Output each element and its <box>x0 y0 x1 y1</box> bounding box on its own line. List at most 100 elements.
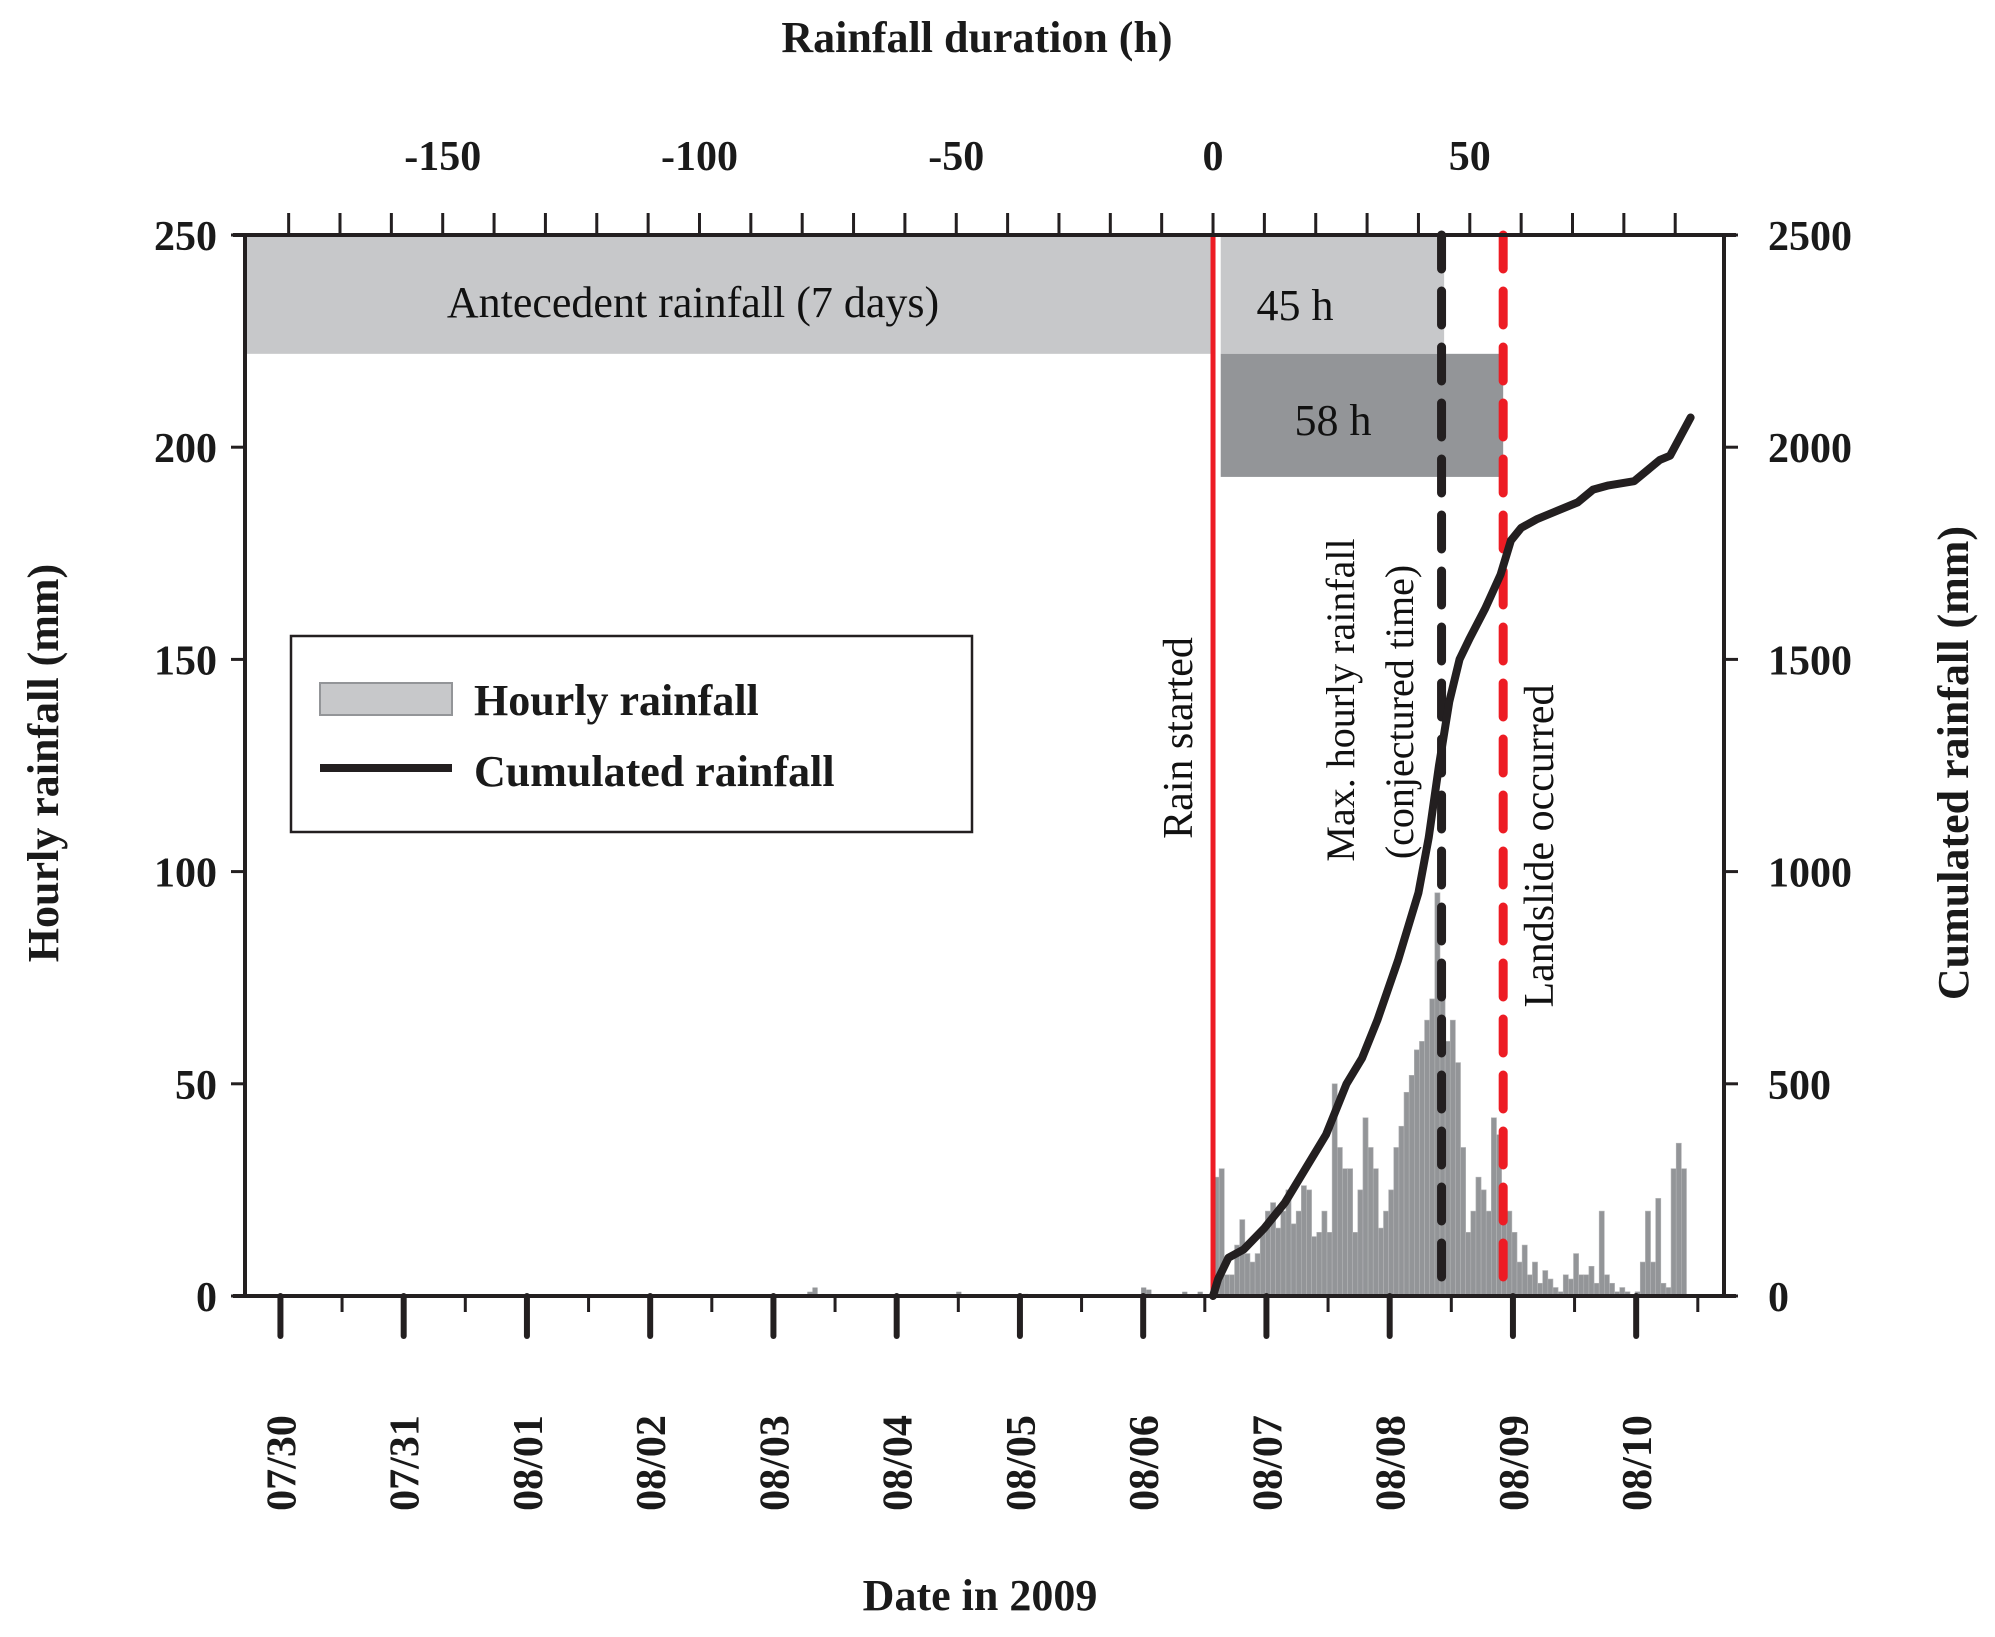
hourly-bar <box>1562 1274 1569 1297</box>
hourly-bar <box>1639 1261 1646 1297</box>
antecedent-label: Antecedent rainfall (7 days) <box>447 278 939 327</box>
date-tick-label: 08/05 <box>999 1415 1045 1511</box>
hourly-bar <box>1336 1147 1343 1297</box>
top-axis-title: Rainfall duration (h) <box>781 13 1172 62</box>
date-tick-label: 08/06 <box>1122 1415 1168 1511</box>
legend-bar-swatch <box>319 682 453 716</box>
hourly-bar <box>1403 1091 1410 1297</box>
hourly-bar <box>1414 1049 1420 1297</box>
hourly-bar <box>1275 1227 1282 1297</box>
date-tick-label: 08/03 <box>752 1415 798 1511</box>
hourly-bar <box>1342 1168 1348 1297</box>
hourly-bar <box>1465 1232 1472 1297</box>
hourly-bar <box>1475 1176 1482 1297</box>
top-tick-label: -100 <box>661 134 738 180</box>
hourly-bar <box>1347 1168 1353 1297</box>
hourly-bar <box>1583 1274 1590 1297</box>
labels: Rainfall duration (h) Date in 2009 Hourl… <box>19 13 1978 1620</box>
landslide-label: Landslide occurred <box>1517 684 1563 1007</box>
right-tick-label: 2000 <box>1768 426 1852 472</box>
hourly-bar <box>1398 1125 1405 1297</box>
annotation-box-2 <box>1220 353 1504 477</box>
date-tick-label: 08/10 <box>1615 1415 1661 1511</box>
top-tick-label: 50 <box>1449 134 1491 180</box>
hourly-bar <box>1321 1210 1328 1297</box>
hourly-bar <box>1259 1232 1266 1297</box>
hourly-bar <box>1254 1253 1261 1297</box>
right-tick-label: 1000 <box>1768 851 1852 897</box>
hourly-bar <box>1393 1147 1400 1297</box>
hourly-bar <box>1229 1274 1235 1297</box>
annotation-box-0 <box>245 235 1214 354</box>
hourly-bar <box>1470 1210 1477 1297</box>
hourly-bar <box>1249 1261 1256 1297</box>
hourly-bar <box>1670 1168 1677 1297</box>
hourly-bar <box>1655 1198 1662 1297</box>
rain-started-label: Rain started <box>1156 637 1202 839</box>
bottom-axis-title: Date in 2009 <box>863 1571 1098 1620</box>
hourly-bar <box>1650 1261 1656 1297</box>
hourly-bar <box>1352 1232 1359 1297</box>
cumulated-line-group <box>1209 413 1695 1300</box>
hourly-bar <box>1511 1232 1518 1297</box>
hourly-bar <box>1578 1274 1585 1297</box>
hourly-bar <box>1449 1019 1456 1297</box>
left-tick-label: 0 <box>196 1275 217 1321</box>
hourly-bar <box>1280 1210 1287 1297</box>
legend-label-cumulated: Cumulated rainfall <box>474 747 835 796</box>
hourly-bar <box>1388 1189 1395 1297</box>
hourly-bar <box>1357 1189 1364 1297</box>
hourly-bar <box>1383 1210 1389 1297</box>
hourly-bar <box>1675 1142 1682 1297</box>
hourly-bar <box>1568 1278 1574 1297</box>
legend-box <box>289 634 974 834</box>
hourly-bar <box>1429 998 1436 1297</box>
date-tick-label: 08/01 <box>506 1415 552 1511</box>
hourly-bar <box>1480 1189 1487 1297</box>
date-tick-label: 08/04 <box>876 1415 922 1511</box>
hourly-bar <box>1326 1232 1333 1297</box>
legend: Hourly rainfall Cumulated rainfall <box>289 634 974 834</box>
left-tick-label: 150 <box>154 638 217 684</box>
hourly-bar <box>1197 1291 1203 1296</box>
date-tick-label: 08/08 <box>1369 1415 1415 1511</box>
hourly-bar <box>1362 1117 1369 1297</box>
right-tick-label: 0 <box>1768 1275 1789 1321</box>
hourly-bar <box>1547 1278 1554 1297</box>
left-axis-title: Hourly rainfall (mm) <box>19 564 68 962</box>
hourly-bar <box>956 1291 962 1296</box>
hourly-bar <box>1526 1274 1533 1297</box>
hourly-bar <box>1316 1232 1323 1297</box>
58h-label: 58 h <box>1295 396 1372 445</box>
hourly-bar <box>1306 1189 1312 1297</box>
max-hourly-label: Max. hourly rainfall <box>1318 538 1363 861</box>
hourly-bar <box>1491 1117 1497 1297</box>
hourly-bar <box>1146 1289 1152 1296</box>
hourly-bar <box>807 1291 813 1296</box>
hourly-bar <box>1367 1147 1374 1297</box>
date-tick-label: 08/02 <box>629 1415 675 1511</box>
hourly-bar <box>1372 1168 1379 1297</box>
top-tick-label: -150 <box>404 134 481 180</box>
hourly-bar <box>1408 1075 1415 1297</box>
right-tick-label: 2500 <box>1768 214 1852 260</box>
hourly-bar <box>1301 1185 1307 1297</box>
hourly-bar <box>1419 1041 1425 1297</box>
legend-label-hourly: Hourly rainfall <box>474 676 759 725</box>
hourly-bar <box>1239 1219 1246 1297</box>
hourly-bar <box>1588 1265 1595 1297</box>
hourly-bar <box>1455 1062 1461 1297</box>
hourly-bar <box>1532 1261 1538 1297</box>
hourly-bar <box>812 1287 818 1296</box>
date-tick-label: 07/31 <box>383 1415 429 1511</box>
left-tick-label: 250 <box>154 214 217 260</box>
date-tick-label: 07/30 <box>259 1415 305 1511</box>
left-tick-label: 50 <box>175 1063 217 1109</box>
right-axis-title: Cumulated rainfall (mm) <box>1929 526 1978 1000</box>
hourly-bar <box>1244 1253 1251 1297</box>
45h-label: 45 h <box>1257 281 1334 330</box>
right-tick-label: 500 <box>1768 1063 1831 1109</box>
hourly-bar <box>1645 1210 1651 1297</box>
annotation-box-1 <box>1220 235 1445 354</box>
annotation-boxes <box>245 235 1504 477</box>
